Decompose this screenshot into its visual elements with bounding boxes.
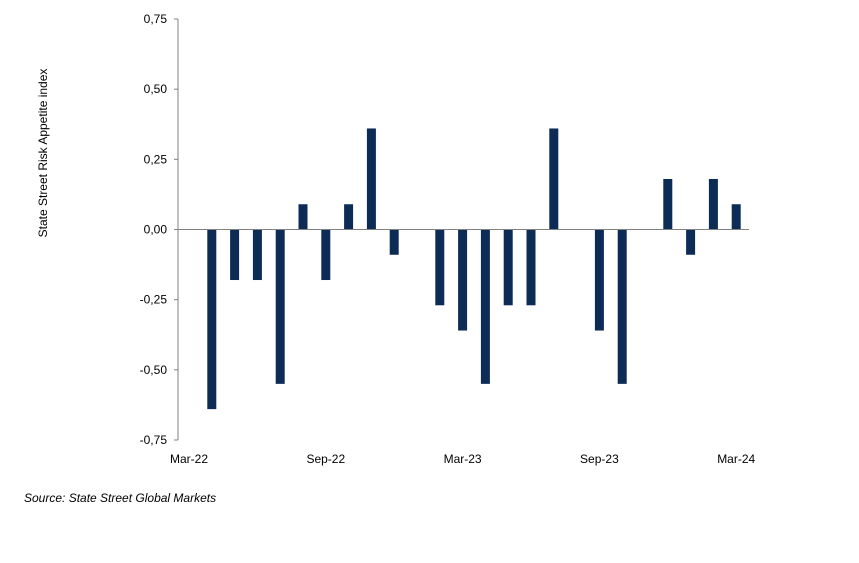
bar	[344, 204, 354, 230]
y-tick-label: 0,50	[144, 82, 168, 96]
bar	[435, 229, 445, 306]
bar	[663, 178, 673, 230]
y-tick-label: -0,75	[140, 433, 168, 447]
bar	[708, 178, 718, 230]
y-tick-label: 0,00	[144, 223, 168, 237]
x-tick-label: Mar-24	[717, 452, 755, 466]
bar	[230, 229, 240, 281]
bar	[549, 128, 559, 230]
bar	[252, 229, 262, 281]
x-tick-label: Sep-23	[580, 452, 619, 466]
bars	[207, 128, 741, 410]
y-tick-label: 0,25	[144, 152, 168, 166]
y-tick-label: -0,50	[140, 363, 168, 377]
y-axis-title: State Street Risk Appetite index	[36, 69, 50, 238]
bar	[617, 229, 627, 384]
bar	[458, 229, 468, 331]
bar	[480, 229, 490, 384]
x-tick-label: Sep-22	[306, 452, 345, 466]
source-note: Source: State Street Global Markets	[24, 491, 217, 505]
bar	[526, 229, 536, 306]
y-tick-label: -0,25	[140, 293, 168, 307]
bar	[321, 229, 331, 281]
bar	[503, 229, 513, 306]
x-tick-label: Mar-22	[170, 452, 208, 466]
bar	[275, 229, 285, 384]
bar	[389, 229, 399, 255]
bar	[366, 128, 376, 230]
y-tick-label: 0,75	[144, 12, 168, 26]
x-axis-ticks: Mar-22 Sep-22 Mar-23 Sep-23 Mar-24	[170, 452, 756, 466]
bar	[731, 204, 741, 230]
x-tick-label: Mar-23	[444, 452, 482, 466]
bar	[298, 204, 308, 230]
bar	[594, 229, 604, 331]
bar	[686, 229, 696, 255]
y-axis-ticks: 0,75 0,50 0,25 0,00 -0,25 -0,50 -0,75	[140, 12, 178, 447]
bar	[207, 229, 217, 410]
